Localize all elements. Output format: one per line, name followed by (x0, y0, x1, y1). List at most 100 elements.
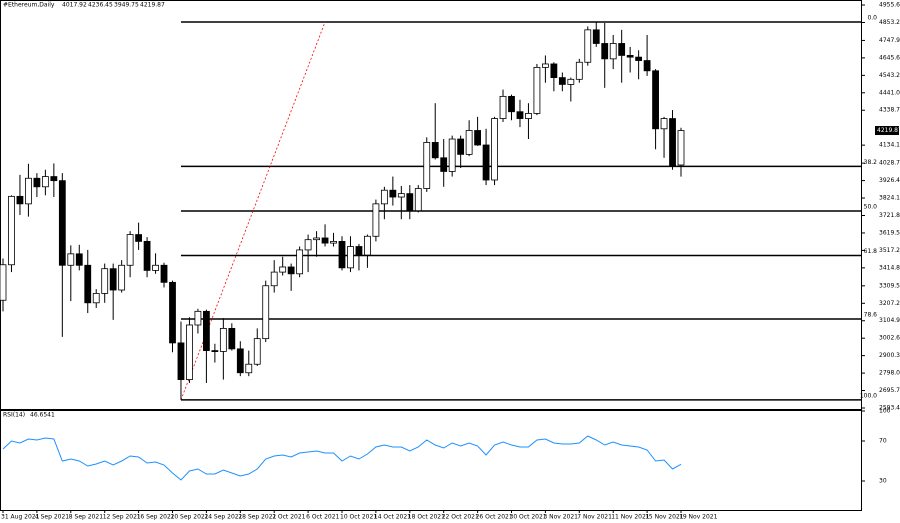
header-high: 4236.45 (88, 2, 113, 9)
candle-body (177, 342, 185, 380)
candle-body (601, 43, 609, 60)
x-tick-label: 2 Oct 2021 (272, 514, 305, 521)
y-tick-label: 3517.20 (879, 247, 900, 254)
candle-body (380, 189, 388, 205)
candle-body (389, 189, 397, 198)
x-tick-label: 24 Sep 2021 (204, 514, 242, 521)
candle-body (592, 29, 600, 44)
fib-label: 61.8 (864, 248, 878, 255)
candle-body (618, 43, 626, 56)
candle-body (41, 176, 49, 188)
y-tick-label: 4645.60 (879, 54, 900, 61)
x-tick-label: 22 Oct 2021 (442, 514, 479, 521)
x-tick-label: 26 Oct 2021 (476, 514, 513, 521)
candle-body (67, 253, 75, 266)
rsi-tick-label: 30 (879, 478, 887, 485)
y-tick-label: 4853.20 (879, 19, 900, 26)
candle-body (109, 268, 117, 291)
candle-body (440, 157, 448, 172)
candle-body (584, 29, 592, 63)
x-tick-label: 6 Oct 2021 (306, 514, 339, 521)
x-tick-label: 8 Sep 2021 (69, 514, 103, 521)
y-tick-label: 4543.20 (879, 72, 900, 79)
candle-body (92, 293, 100, 304)
rsi-tick-label: 70 (879, 438, 887, 445)
candle-body (16, 195, 24, 205)
header: #Ethereum,Daily 4017.92 4236.45 3949.75 … (3, 2, 165, 9)
candle-body (321, 237, 329, 244)
x-tick-label: 28 Sep 2021 (238, 514, 276, 521)
candle-body (525, 113, 532, 119)
y-tick-label: 4955.60 (879, 1, 900, 8)
candle-body (262, 285, 270, 340)
chart-title: #Ethereum,Daily (3, 2, 55, 9)
candle-body (372, 203, 380, 237)
candle-body (313, 237, 320, 241)
y-tick-label: 2593.40 (879, 405, 900, 412)
candle-body (660, 118, 668, 130)
y-tick-label: 2695.70 (879, 387, 900, 394)
candle-body (219, 327, 227, 352)
candle-body (50, 176, 58, 182)
candle-body (414, 188, 422, 212)
rsi-value: 46.6541 (30, 412, 55, 419)
candle-body (635, 56, 643, 61)
candle-body (245, 363, 253, 374)
candle-body (169, 281, 176, 344)
candle-body (236, 348, 244, 374)
x-tick-label: 11 Nov 2021 (611, 514, 650, 521)
y-tick-label: 4134.10 (879, 142, 900, 149)
y-tick-label: 3824.10 (879, 195, 900, 202)
candle-body (194, 310, 202, 326)
candle-body (287, 266, 295, 275)
candle-body (669, 118, 676, 167)
x-tick-label: 31 Aug 2021 (1, 514, 40, 521)
candle-body (33, 177, 41, 188)
candle-body (304, 239, 312, 251)
candle-body (406, 193, 414, 212)
x-tick-label: 19 Nov 2021 (679, 514, 718, 521)
fib-label: 0.0 (867, 14, 877, 21)
rsi-tick-label: 100 (879, 408, 891, 415)
candle-body (75, 253, 83, 266)
candle-body (677, 130, 685, 166)
header-low: 3949.75 (114, 2, 139, 9)
candle-body (270, 271, 278, 287)
candle-body (8, 195, 15, 266)
y-tick-label: 3309.50 (879, 282, 900, 289)
candle-body (364, 235, 371, 256)
candle-body (347, 246, 354, 269)
rsi-frame (0, 410, 862, 511)
y-tick-label: 4338.70 (879, 107, 900, 114)
candle-body (330, 240, 337, 244)
fib-label: 50.0 (864, 204, 878, 211)
y-tick-label: 3619.50 (879, 229, 900, 236)
x-tick-label: 15 Nov 2021 (645, 514, 684, 521)
candle-body (575, 61, 583, 80)
candle-body (25, 177, 32, 205)
candle-body (135, 234, 143, 242)
candle-body (465, 130, 473, 155)
candle-body (550, 63, 558, 79)
fib-label: 78.6 (864, 312, 878, 319)
x-tick-label: 30 Oct 2021 (510, 514, 547, 521)
x-tick-label: 3 Nov 2021 (543, 514, 578, 521)
x-tick-label: 18 Oct 2021 (408, 514, 445, 521)
candle-body (457, 138, 465, 155)
y-tick-label: 3721.80 (879, 212, 900, 219)
y-tick-label: 3002.60 (879, 335, 900, 342)
candle-body (652, 70, 659, 130)
x-tick-label: 16 Sep 2021 (137, 514, 175, 521)
fib-trend (180, 21, 326, 401)
y-tick-label: 3926.40 (879, 177, 900, 184)
candle-body (482, 144, 490, 181)
candle-body (355, 246, 363, 256)
candle-body (101, 268, 109, 294)
candle-body (253, 338, 261, 365)
candle-body (296, 249, 304, 275)
y-tick-label: 3104.90 (879, 317, 900, 324)
candle-body (152, 264, 159, 271)
candle-body (143, 240, 151, 271)
candle-body (84, 264, 92, 304)
candle-body (542, 63, 549, 68)
